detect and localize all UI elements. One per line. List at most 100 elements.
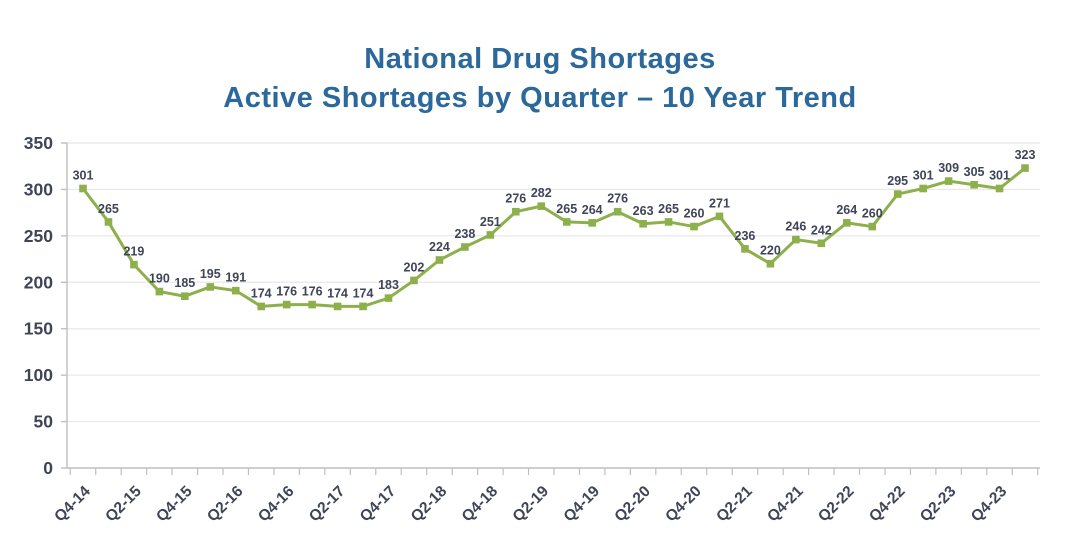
x-tick-label: Q2-17 bbox=[306, 483, 348, 525]
data-label: 276 bbox=[607, 192, 628, 206]
data-label: 265 bbox=[98, 202, 119, 216]
y-tick-label: 100 bbox=[24, 365, 53, 385]
data-label: 183 bbox=[378, 278, 399, 292]
y-tick-label: 350 bbox=[24, 133, 53, 153]
data-point-marker bbox=[130, 260, 138, 269]
data-point-marker bbox=[410, 276, 418, 285]
data-point-marker bbox=[766, 259, 775, 268]
data-label: 236 bbox=[735, 229, 756, 243]
data-label: 238 bbox=[454, 227, 475, 241]
data-point-marker bbox=[282, 300, 291, 309]
data-label: 219 bbox=[123, 245, 144, 259]
data-label: 264 bbox=[582, 203, 603, 217]
data-label: 271 bbox=[709, 196, 730, 210]
data-point-marker bbox=[944, 177, 953, 185]
x-tick-label: Q4-18 bbox=[459, 483, 502, 526]
data-label: 265 bbox=[658, 202, 679, 216]
data-point-marker bbox=[741, 245, 749, 253]
x-tick-label: Q4-21 bbox=[764, 483, 807, 526]
data-point-marker bbox=[308, 300, 316, 309]
data-point-marker bbox=[817, 239, 826, 248]
data-label: 202 bbox=[404, 260, 425, 274]
data-label: 191 bbox=[225, 271, 246, 285]
chart-title: National Drug Shortages Active Shortages… bbox=[0, 40, 1080, 118]
data-label: 176 bbox=[302, 285, 323, 299]
x-tick-label: Q2-18 bbox=[408, 483, 451, 526]
y-tick-label: 50 bbox=[34, 412, 54, 432]
data-label: 246 bbox=[785, 220, 806, 234]
data-label: 190 bbox=[149, 272, 170, 286]
data-point-marker bbox=[970, 180, 978, 189]
y-tick-label: 150 bbox=[24, 319, 53, 339]
data-label: 176 bbox=[276, 285, 297, 299]
x-tick-label: Q2-15 bbox=[102, 483, 145, 526]
data-label: 309 bbox=[938, 161, 959, 175]
data-point-marker bbox=[384, 294, 393, 302]
data-point-marker bbox=[893, 190, 902, 198]
data-point-marker bbox=[155, 287, 164, 296]
data-label: 195 bbox=[200, 267, 221, 281]
data-point-marker bbox=[257, 302, 266, 311]
data-label: 260 bbox=[862, 207, 883, 221]
data-label: 301 bbox=[913, 169, 934, 183]
data-point-marker bbox=[639, 219, 647, 228]
data-label: 264 bbox=[836, 203, 857, 217]
x-tick-label: Q4-23 bbox=[968, 483, 1011, 526]
data-label: 185 bbox=[174, 276, 195, 290]
x-tick-label: Q4-15 bbox=[153, 483, 196, 526]
x-tick-label: Q2-23 bbox=[917, 483, 960, 526]
data-point-marker bbox=[562, 218, 571, 226]
data-label: 242 bbox=[811, 223, 832, 237]
data-point-marker bbox=[333, 302, 342, 311]
x-tick-label: Q2-22 bbox=[815, 483, 857, 525]
data-point-marker bbox=[537, 202, 546, 210]
data-label: 260 bbox=[684, 207, 705, 221]
data-label: 220 bbox=[760, 244, 781, 258]
data-point-marker bbox=[206, 283, 215, 291]
data-label: 251 bbox=[480, 215, 501, 229]
data-point-marker bbox=[588, 219, 596, 227]
data-point-marker bbox=[359, 302, 367, 311]
x-tick-label: Q4-14 bbox=[51, 483, 94, 526]
data-label: 265 bbox=[556, 202, 577, 216]
data-point-marker bbox=[231, 286, 240, 295]
data-point-marker bbox=[435, 256, 444, 264]
x-tick-label: Q4-22 bbox=[866, 483, 908, 525]
series-line bbox=[81, 166, 1027, 308]
x-tick-label: Q2-19 bbox=[510, 483, 553, 526]
data-point-marker bbox=[715, 212, 724, 221]
x-tick-label: Q4-19 bbox=[561, 483, 604, 526]
x-tick-label: Q4-20 bbox=[662, 483, 704, 525]
data-label: 295 bbox=[887, 174, 908, 188]
data-label: 174 bbox=[353, 286, 374, 300]
data-label: 276 bbox=[505, 192, 526, 206]
data-point-marker bbox=[919, 184, 927, 193]
y-tick-label: 250 bbox=[24, 226, 53, 246]
data-label: 323 bbox=[1015, 148, 1036, 162]
data-label: 174 bbox=[251, 286, 272, 300]
y-tick-label: 300 bbox=[24, 179, 53, 199]
data-point-marker bbox=[690, 222, 698, 231]
data-label: 224 bbox=[429, 240, 450, 254]
y-tick-label: 200 bbox=[24, 272, 53, 292]
data-label: 174 bbox=[327, 286, 348, 300]
data-point-marker bbox=[181, 292, 189, 301]
data-label: 301 bbox=[73, 169, 94, 183]
data-label: 282 bbox=[531, 186, 552, 200]
data-point-marker bbox=[79, 184, 87, 193]
data-point-marker bbox=[461, 243, 469, 251]
data-point-marker bbox=[512, 207, 520, 216]
x-tick-label: Q4-16 bbox=[255, 483, 298, 526]
chart-title-line1: National Drug Shortages bbox=[364, 43, 716, 75]
y-tick-label: 0 bbox=[43, 458, 53, 478]
data-point-marker bbox=[868, 222, 877, 231]
data-point-marker bbox=[486, 231, 495, 239]
x-tick-label: Q2-21 bbox=[713, 483, 756, 526]
data-point-marker bbox=[664, 218, 673, 226]
x-tick-label: Q4-17 bbox=[357, 483, 399, 525]
data-point-marker bbox=[104, 218, 113, 226]
x-tick-label: Q2-16 bbox=[204, 483, 247, 526]
data-point-marker bbox=[842, 219, 851, 227]
